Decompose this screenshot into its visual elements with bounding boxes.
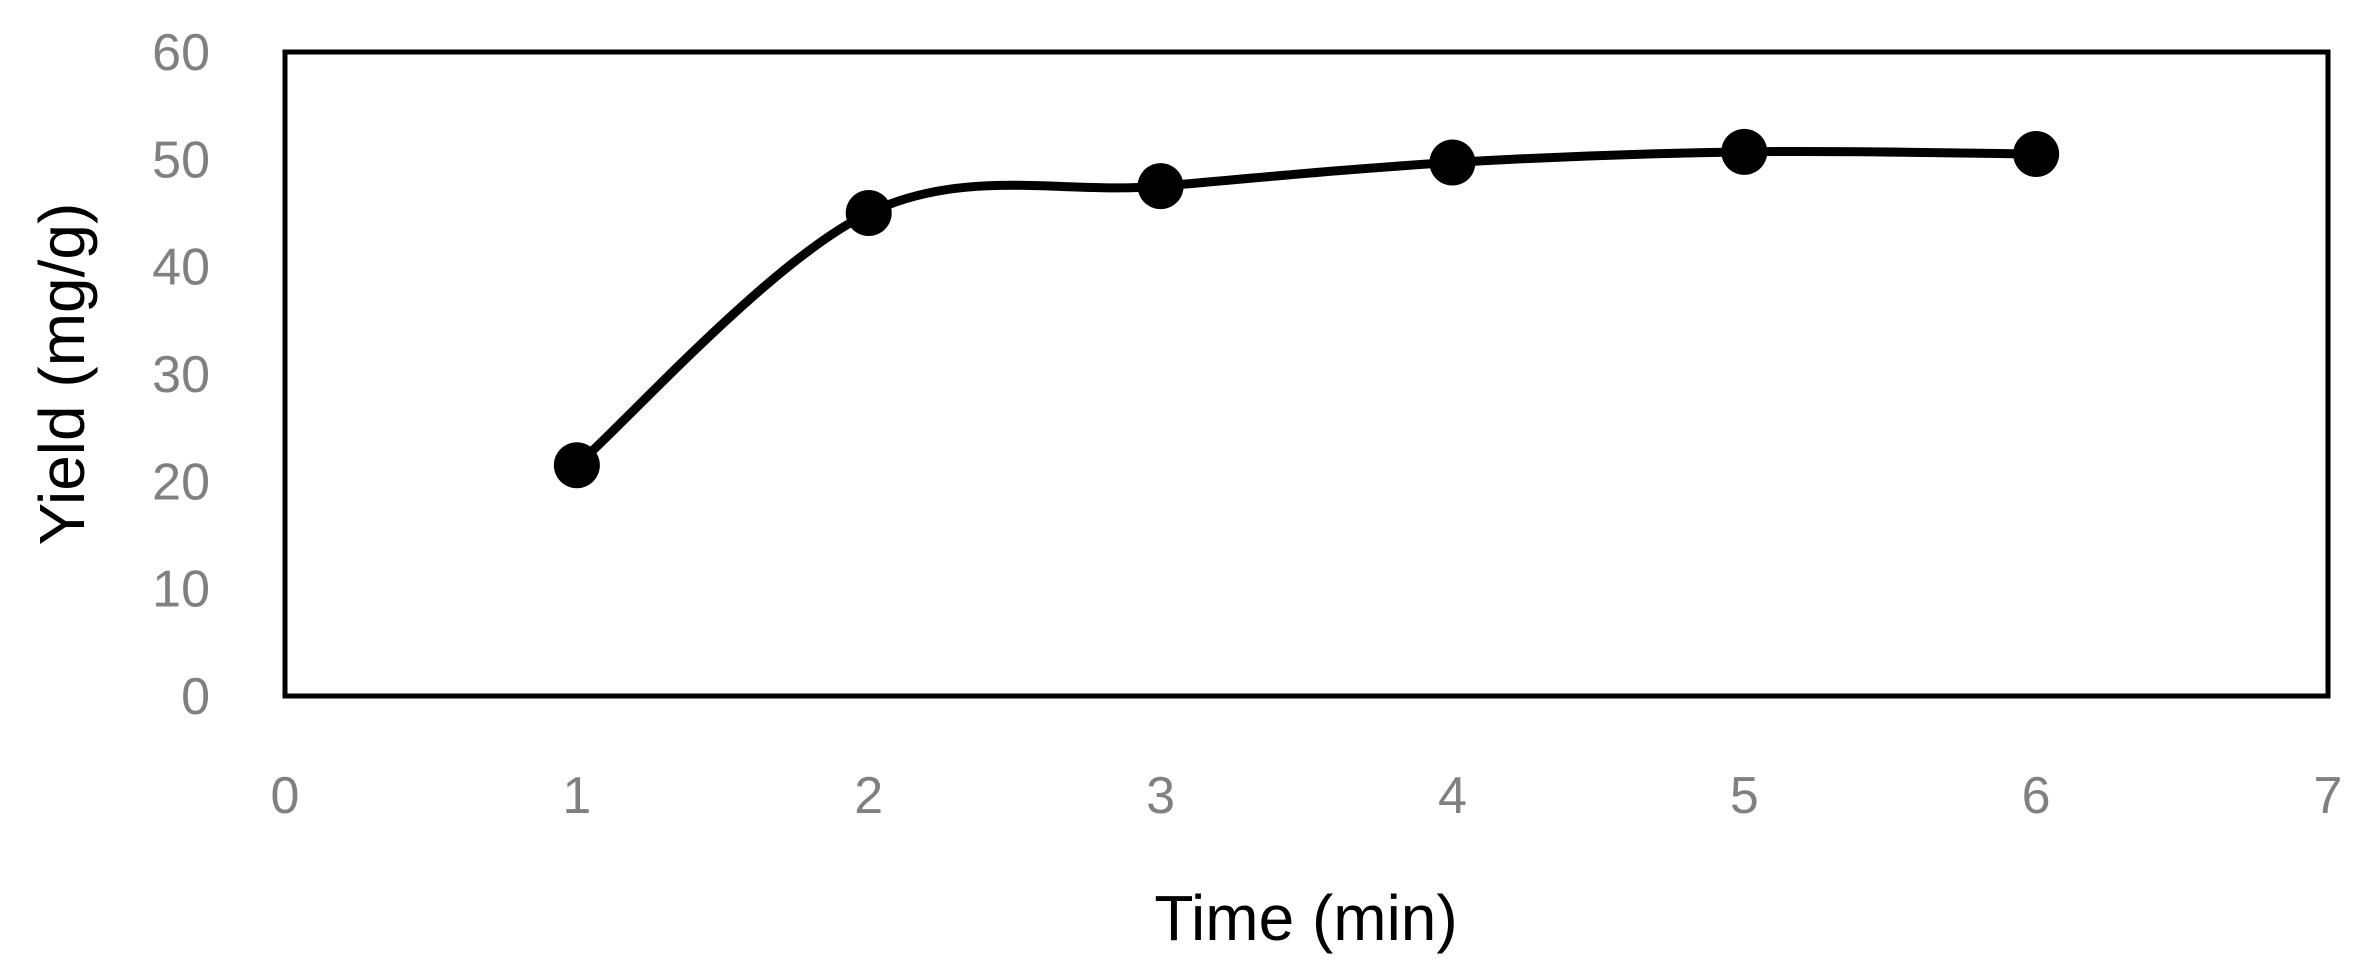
y-tick-label: 10: [152, 561, 210, 619]
plot-area: [282, 49, 2331, 699]
x-tick-label: 5: [1730, 767, 1759, 825]
x-tick-label: 6: [2022, 767, 2051, 825]
x-tick-label: 3: [1146, 767, 1175, 825]
y-tick-label: 30: [152, 346, 210, 404]
series-line: [572, 146, 2041, 470]
data-point: [553, 442, 600, 489]
data-points: [553, 128, 2060, 489]
x-axis-tick-labels: 0 1 2 3 4 5 6 7: [271, 767, 2343, 825]
y-tick-label: 50: [152, 131, 210, 189]
data-point: [1137, 163, 1184, 210]
x-tick-label: 0: [271, 767, 300, 825]
x-axis-title: Time (min): [1154, 882, 1457, 954]
y-axis-tick-labels: 0 10 20 30 40 50 60: [152, 24, 210, 726]
x-tick-label: 1: [562, 767, 591, 825]
x-tick-label: 7: [2314, 767, 2343, 825]
data-point: [1721, 128, 1768, 175]
y-tick-label: 40: [152, 239, 210, 297]
data-point: [1429, 139, 1476, 186]
x-tick-label: 4: [1438, 767, 1467, 825]
data-point: [845, 190, 892, 236]
data-point: [2013, 130, 2060, 177]
y-tick-label: 0: [181, 668, 210, 726]
x-tick-label: 2: [854, 767, 883, 825]
y-tick-label: 20: [152, 453, 210, 511]
y-axis-title: Yield (mg/g): [26, 203, 98, 546]
y-tick-label: 60: [152, 24, 210, 82]
